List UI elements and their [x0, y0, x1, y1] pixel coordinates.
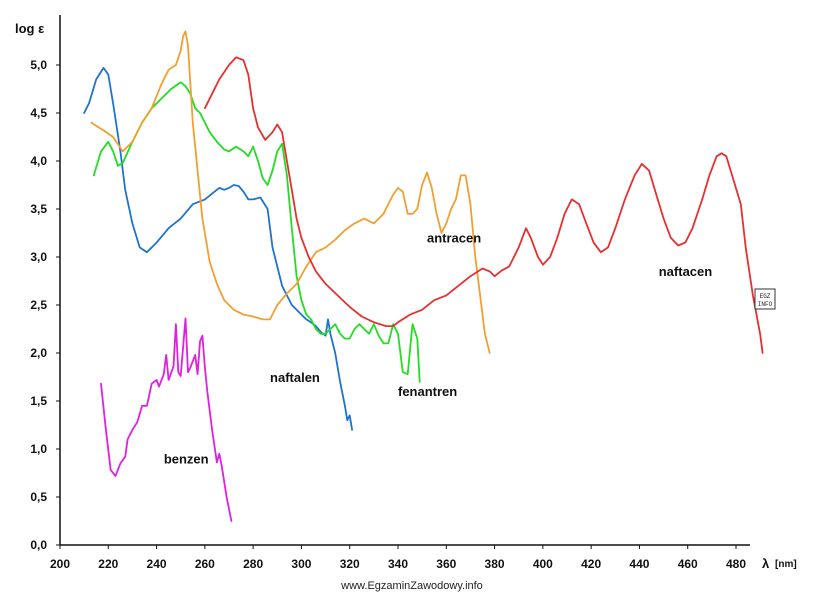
series-label-antracen: antracen: [427, 231, 481, 246]
series-line-antracen: [90, 30, 491, 354]
x-tick-label: 280: [243, 557, 263, 571]
x-tick-label: 220: [98, 557, 118, 571]
y-tick-label: 5,0: [30, 58, 47, 72]
series-label-benzen: benzen: [164, 451, 209, 466]
egz-info-badge: EGZ INFO: [754, 288, 776, 310]
x-tick-label: 340: [388, 557, 408, 571]
y-tick-label: 4,5: [30, 106, 47, 120]
series-line-fenantren: [92, 81, 421, 383]
x-axis-unit: [nm]: [775, 559, 797, 570]
y-tick-label: 0,0: [30, 538, 47, 552]
x-tick-label: 300: [291, 557, 311, 571]
y-tick-label: 2,0: [30, 346, 47, 360]
x-tick-label: 240: [147, 557, 167, 571]
badge-line-2: INFO: [758, 301, 773, 308]
x-tick-label: 420: [581, 557, 601, 571]
x-axis-title: λ: [762, 556, 770, 571]
x-tick-label: 480: [726, 557, 746, 571]
x-tick-label: 260: [195, 557, 215, 571]
x-tick-label: 320: [340, 557, 360, 571]
series-line-naftacen: [204, 56, 764, 354]
x-tick-label: 360: [436, 557, 456, 571]
series-line-naftalen: [83, 67, 353, 431]
y-ticks: 0,0 0,5 1,0 1,5 2,0 2,5 3,0 3,5 4,0 4,5 5,0: [30, 58, 60, 552]
y-tick-label: 4,0: [30, 154, 47, 168]
y-tick-label: 3,0: [30, 250, 47, 264]
x-tick-label: 400: [533, 557, 553, 571]
y-tick-label: 0,5: [30, 490, 47, 504]
footer-url: www.EgzaminZawodowy.info: [340, 580, 483, 592]
x-tick-label: 440: [629, 557, 649, 571]
series-label-naftacen: naftacen: [659, 264, 713, 279]
y-axis: log ε: [15, 15, 61, 545]
badge-line-1: EGZ: [760, 293, 771, 300]
y-tick-label: 3,5: [30, 202, 47, 216]
badge-box: [754, 288, 776, 310]
y-tick-label: 1,5: [30, 394, 47, 408]
x-axis: λ [nm]: [60, 544, 797, 571]
series-label-naftalen: naftalen: [270, 370, 320, 385]
x-tick-label: 200: [50, 557, 70, 571]
y-tick-label: 2,5: [30, 298, 47, 312]
series-line-benzen: [100, 317, 233, 522]
series-label-fenantren: fenantren: [398, 384, 457, 399]
x-tick-label: 460: [678, 557, 698, 571]
y-axis-title: log ε: [15, 21, 44, 36]
x-tick-label: 380: [485, 557, 505, 571]
series-labels: benzen naftalen fenantren antracen naftacen: [164, 231, 712, 467]
y-tick-label: 1,0: [30, 442, 47, 456]
series-layer: [83, 30, 764, 522]
x-ticks: 200 220 240 260 280 300 320 340 360 380 400 420 440 4…: [50, 545, 746, 571]
